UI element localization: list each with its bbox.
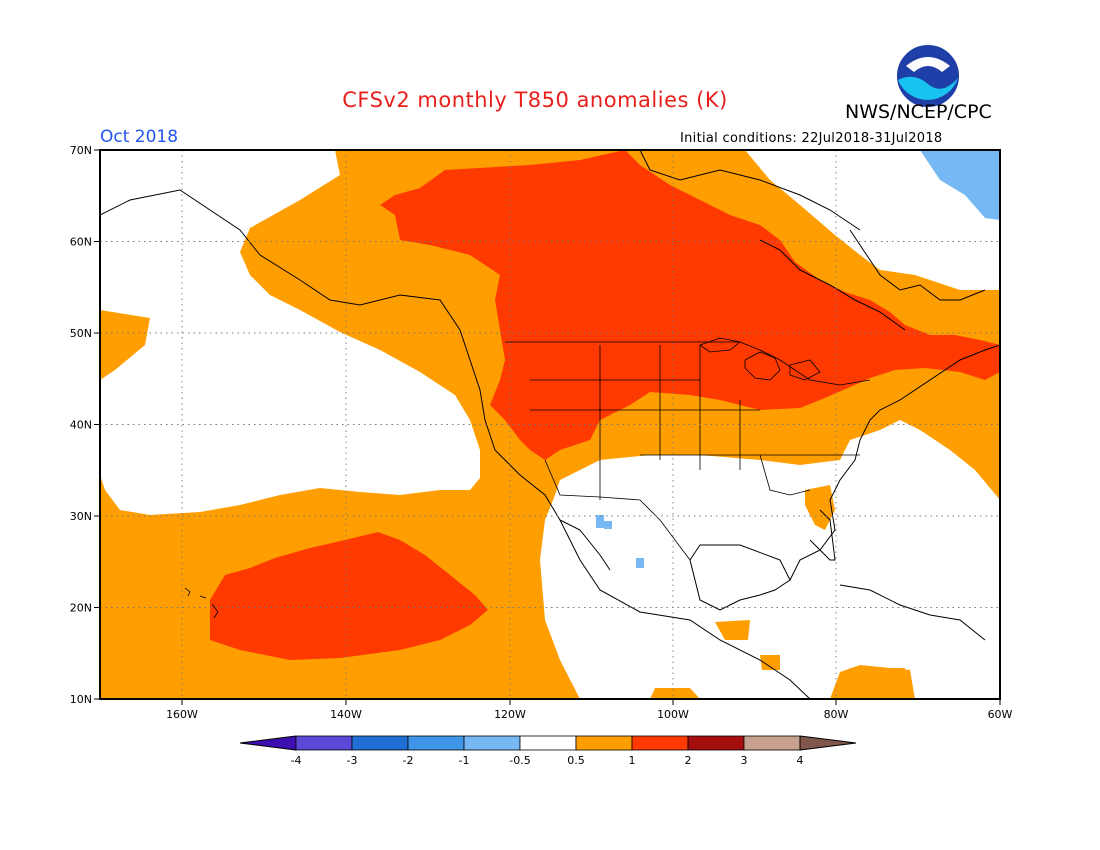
coastlines: [100, 150, 1000, 699]
legend-swatch: [687, 735, 745, 751]
tick-marks: [94, 149, 1001, 705]
field-neg-mexico-3: [636, 558, 644, 568]
legend-swatch: [743, 735, 801, 751]
legend-swatch: [407, 735, 465, 751]
legend-label: 3: [741, 754, 748, 767]
legend-label: -0.5: [509, 754, 530, 767]
field-caribbean: [848, 668, 905, 699]
valid-month-label: Oct 2018: [100, 127, 179, 147]
legend-swatch: [295, 735, 353, 751]
legend-label: -3: [347, 754, 358, 767]
legend-label: 1: [629, 754, 636, 767]
field-neg-mexico-1: [596, 515, 604, 528]
lon-labels: 160W 140W 120W 100W 80W 60W: [166, 708, 1012, 721]
legend-swatch: [463, 735, 521, 751]
legend-swatch: [351, 735, 409, 751]
legend-arrow-low: [239, 735, 297, 751]
lon-label-120w: 120W: [494, 708, 526, 721]
borders: [505, 341, 871, 561]
lat-label-70n: 70N: [70, 144, 92, 157]
lakes: [699, 337, 821, 381]
lon-label-160w: 160W: [166, 708, 198, 721]
legend-label: -1: [459, 754, 470, 767]
lat-label-30n: 30N: [70, 510, 92, 523]
lat-label-10n: 10N: [70, 693, 92, 706]
lat-label-20n: 20N: [70, 602, 92, 615]
field-central-am: [715, 620, 750, 640]
lat-label-50n: 50N: [70, 327, 92, 340]
lat-label-40n: 40N: [70, 419, 92, 432]
map-title: CFSv2 monthly T850 anomalies (K): [342, 88, 728, 112]
legend-label: 0.5: [567, 754, 585, 767]
lat-labels: 70N 60N 50N 40N 30N 20N 10N: [70, 144, 92, 706]
field-neg-greenland: [920, 150, 1000, 220]
legend-swatch: [519, 735, 577, 751]
lon-label-60w: 60W: [988, 708, 1013, 721]
legend-label: 2: [685, 754, 692, 767]
field-strong-northamerica: [380, 150, 1000, 460]
legend-swatch: [575, 735, 633, 751]
legend-label: 4: [797, 754, 804, 767]
noaa-logo-icon: [894, 42, 962, 114]
initial-conditions-label: Initial conditions: 22Jul2018-31Jul2018: [680, 131, 943, 146]
legend-label: -2: [403, 754, 414, 767]
field-neg-mexico-2: [604, 521, 612, 529]
gridlines: [100, 150, 1000, 699]
field-neutral-mexico: [540, 420, 1000, 699]
lon-label-100w: 100W: [657, 708, 689, 721]
lat-label-60n: 60N: [70, 236, 92, 249]
hawaii: [184, 587, 219, 619]
lon-label-140w: 140W: [330, 708, 362, 721]
field-strong-pacific: [210, 532, 488, 660]
legend-swatch: [631, 735, 689, 751]
color-legend: -4 -3 -2 -1 -0.5 0.5 1 2 3 4: [239, 735, 857, 767]
lon-label-80w: 80W: [824, 708, 849, 721]
legend-arrow-high: [799, 735, 857, 751]
field-neutral-arctic: [745, 150, 1000, 290]
agency-label: NWS/NCEP/CPC: [845, 101, 992, 123]
field-florida: [805, 485, 835, 530]
field-central-am2: [760, 655, 780, 670]
legend-label: -4: [291, 754, 302, 767]
